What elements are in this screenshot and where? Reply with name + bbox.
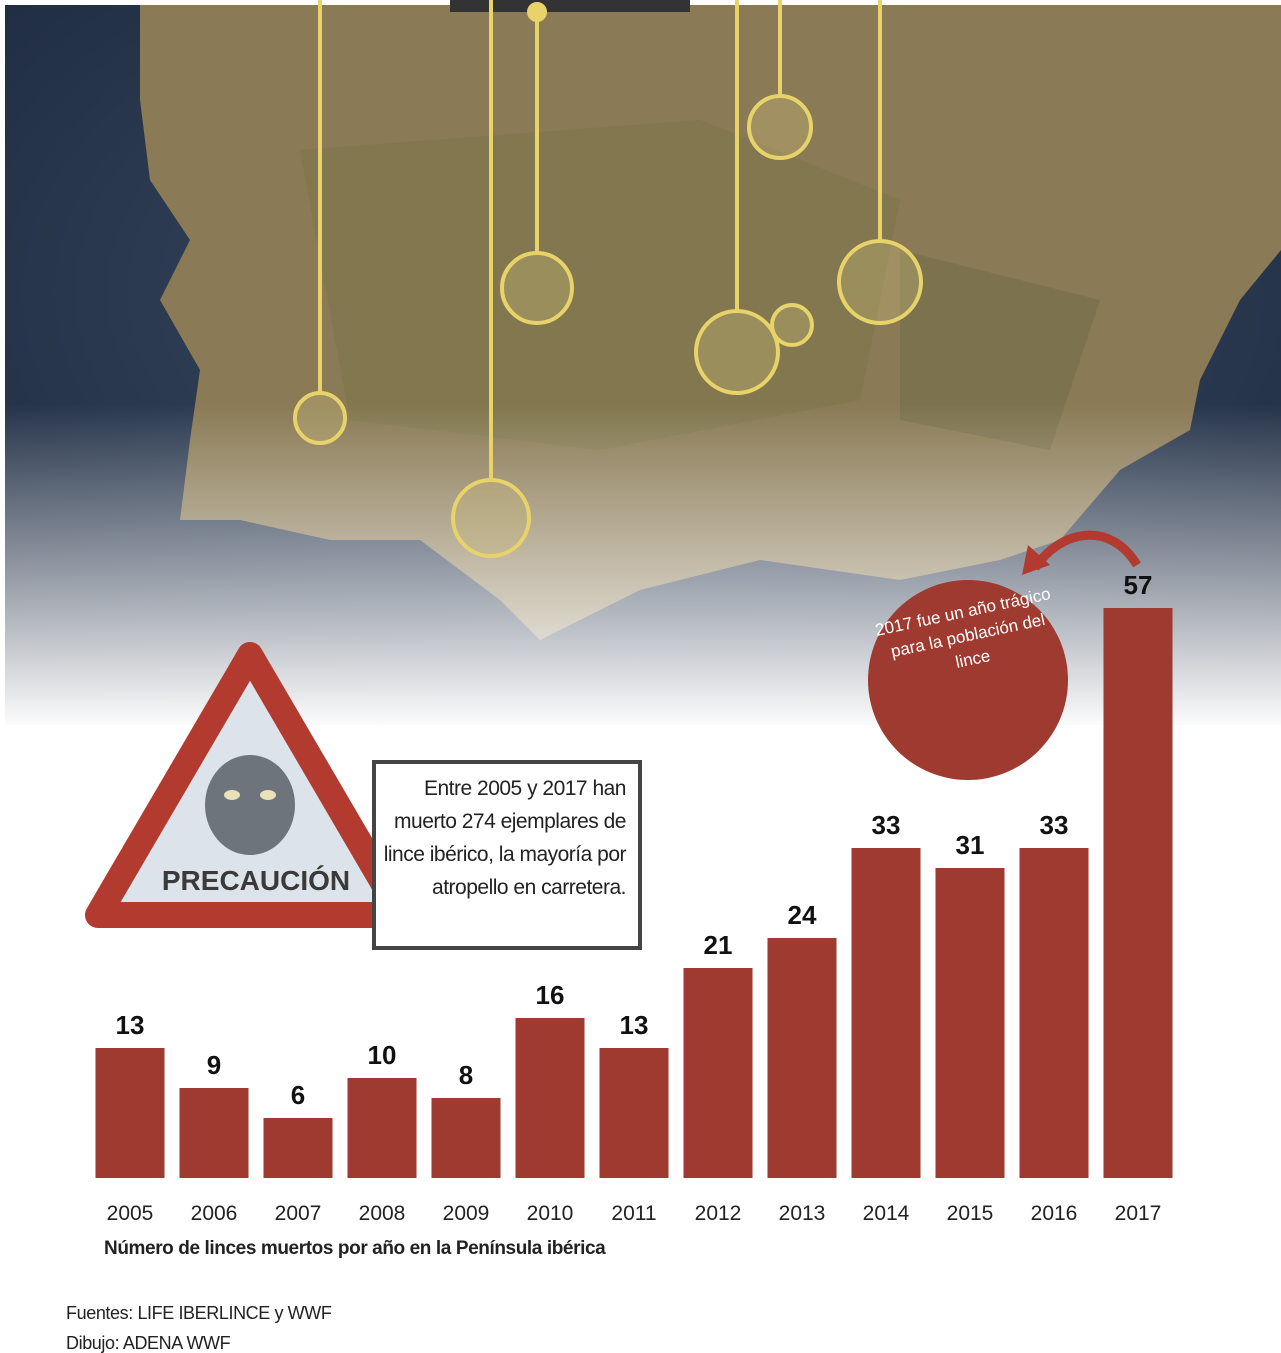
infographic: PRECAUCIÓN 13 2005 9 2006 6 2007 10 2008 8 2009 16… bbox=[0, 0, 1281, 1353]
x-tick-label: 2010 bbox=[527, 1202, 574, 1225]
x-tick-label: 2006 bbox=[191, 1202, 238, 1225]
value-label: 13 bbox=[116, 1010, 145, 1040]
bar bbox=[936, 868, 1005, 1178]
value-label: 24 bbox=[788, 900, 817, 930]
x-axis-label: Número de linces muertos por año en la P… bbox=[104, 1238, 605, 1260]
source-line: Dibujo: ADENA WWF bbox=[66, 1328, 331, 1353]
value-label: 13 bbox=[620, 1010, 649, 1040]
sign-text: PRECAUCIÓN bbox=[162, 865, 350, 896]
value-label: 33 bbox=[1040, 810, 1069, 840]
value-label: 10 bbox=[368, 1040, 397, 1070]
value-label: 57 bbox=[1124, 570, 1153, 600]
x-tick-label: 2015 bbox=[947, 1202, 994, 1225]
chart: PRECAUCIÓN 13 2005 9 2006 6 2007 10 2008 8 2009 16… bbox=[0, 0, 1281, 1353]
bar bbox=[180, 1088, 249, 1178]
x-tick-label: 2009 bbox=[443, 1202, 490, 1225]
sources: Fuentes: LIFE IBERLINCE y WWF Dibujo: AD… bbox=[66, 1298, 331, 1353]
x-tick-label: 2008 bbox=[359, 1202, 406, 1225]
bar bbox=[264, 1118, 333, 1178]
value-label: 16 bbox=[536, 980, 565, 1010]
x-tick-label: 2011 bbox=[611, 1202, 656, 1225]
bar bbox=[96, 1048, 165, 1178]
x-tick-label: 2017 bbox=[1115, 1202, 1162, 1225]
value-label: 21 bbox=[704, 930, 733, 960]
value-label: 9 bbox=[207, 1050, 221, 1080]
x-tick-label: 2012 bbox=[695, 1202, 742, 1225]
value-label: 6 bbox=[291, 1080, 305, 1110]
bar bbox=[852, 848, 921, 1178]
x-tick-label: 2016 bbox=[1031, 1202, 1078, 1225]
bar bbox=[516, 1018, 585, 1178]
bar bbox=[1020, 848, 1089, 1178]
map-background bbox=[5, 0, 1281, 730]
callout-text: Entre 2005 y 2017 han muerto 274 ejempla… bbox=[378, 772, 626, 904]
source-line: Fuentes: LIFE IBERLINCE y WWF bbox=[66, 1298, 331, 1328]
bar bbox=[600, 1048, 669, 1178]
x-tick-label: 2013 bbox=[779, 1202, 826, 1225]
x-tick-label: 2014 bbox=[863, 1202, 910, 1225]
x-tick-label: 2005 bbox=[107, 1202, 154, 1225]
value-label: 31 bbox=[956, 830, 985, 860]
bar bbox=[1104, 608, 1173, 1178]
bar bbox=[768, 938, 837, 1178]
value-label: 33 bbox=[872, 810, 901, 840]
value-label: 8 bbox=[459, 1060, 473, 1090]
bar bbox=[684, 968, 753, 1178]
x-tick-label: 2007 bbox=[275, 1202, 322, 1225]
bar bbox=[432, 1098, 501, 1178]
bar bbox=[348, 1078, 417, 1178]
